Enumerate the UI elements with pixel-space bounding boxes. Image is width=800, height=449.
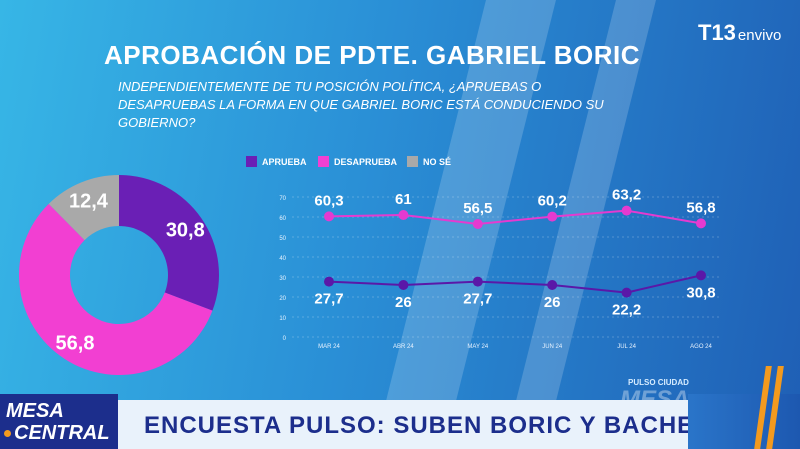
series-line-aprueba [328, 274, 702, 294]
data-label: 63,2 [612, 187, 641, 204]
data-point [472, 276, 483, 287]
data-point [472, 219, 483, 229]
data-label: 22,2 [612, 302, 641, 319]
headline-text: ENCUESTA PULSO: SUBEN BORIC Y BACHELET [144, 412, 743, 439]
data-label: 56,8 [686, 199, 715, 216]
legend-item-desaprueba: DESAPRUEBA [318, 156, 397, 167]
y-tick-label: 40 [279, 256, 286, 262]
data-point [547, 211, 558, 222]
donut-value-label: 56,8 [56, 332, 95, 354]
y-tick-label: 20 [279, 296, 286, 302]
y-tick-label: 30 [279, 276, 286, 282]
data-label: 27,7 [463, 291, 492, 308]
legend-label: DESAPRUEBA [334, 156, 398, 167]
donut-value-label: 30,8 [166, 219, 205, 241]
series-line-desaprueba [328, 209, 702, 226]
data-label: 61 [395, 191, 412, 208]
data-label: 60,3 [314, 192, 343, 209]
data-point [696, 218, 706, 229]
y-tick-label: 50 [279, 236, 286, 242]
live-label: envivo [737, 27, 782, 44]
chart-title: APROBACIÓN DE PDTE. GABRIEL BORIC [104, 40, 641, 70]
data-label: 26 [544, 294, 561, 311]
donut-value-label: 12,4 [69, 191, 109, 213]
x-tick-label: AGO 24 [690, 344, 712, 350]
legend-item-aprueba: APRUEBA [246, 156, 307, 167]
data-label: 30,8 [686, 284, 715, 301]
show-logo: MESA CENTRAL [0, 394, 118, 449]
donut-slice-nos [48, 175, 120, 241]
y-tick-label: 60 [279, 216, 286, 222]
data-point [547, 280, 558, 290]
legend-label: NO SÉ [423, 156, 452, 167]
x-tick-label: MAR 24 [318, 344, 340, 350]
data-label: 27,7 [314, 291, 343, 308]
data-point [324, 276, 334, 287]
data-point [696, 270, 706, 281]
data-point [621, 287, 632, 298]
channel-logo: T13 envivo [698, 20, 781, 46]
show-logo-line1: MESA [6, 400, 64, 422]
show-logo-dot [4, 430, 11, 437]
x-tick-label: ABR 24 [393, 344, 414, 350]
legend-label: APRUEBA [262, 156, 307, 167]
donut-slice-desaprueba [18, 203, 213, 375]
headline-bar: ENCUESTA PULSO: SUBEN BORIC Y BACHELET [118, 400, 742, 449]
survey-question: INDEPENDIENTEMENTE DE TU POSICIÓN POLÍTI… [118, 79, 604, 130]
data-label: 26 [395, 294, 412, 311]
lower-third-edge [688, 394, 800, 449]
y-tick-label: 0 [283, 336, 287, 342]
data-point [398, 280, 409, 290]
x-tick-label: JUL 24 [617, 344, 636, 350]
y-tick-label: 10 [279, 316, 286, 322]
logo-text: T13 [698, 20, 736, 45]
data-label: 56,5 [463, 200, 492, 217]
legend-swatch [246, 156, 257, 167]
legend-swatch [318, 156, 329, 167]
legend-swatch [407, 156, 418, 167]
data-point [621, 205, 632, 216]
data-point [398, 210, 409, 220]
legend-item-no-se: NO SÉ [407, 156, 451, 167]
y-tick-label: 70 [279, 196, 286, 202]
x-tick-label: MAY 24 [467, 344, 488, 350]
data-label: 60,2 [538, 193, 567, 210]
source-watermark: PULSO CIUDAD [628, 378, 689, 387]
show-logo-line2: CENTRAL [14, 422, 110, 444]
data-point [324, 211, 334, 222]
donut-slice-aprueba [119, 175, 219, 311]
x-tick-label: JUN 24 [542, 344, 563, 350]
